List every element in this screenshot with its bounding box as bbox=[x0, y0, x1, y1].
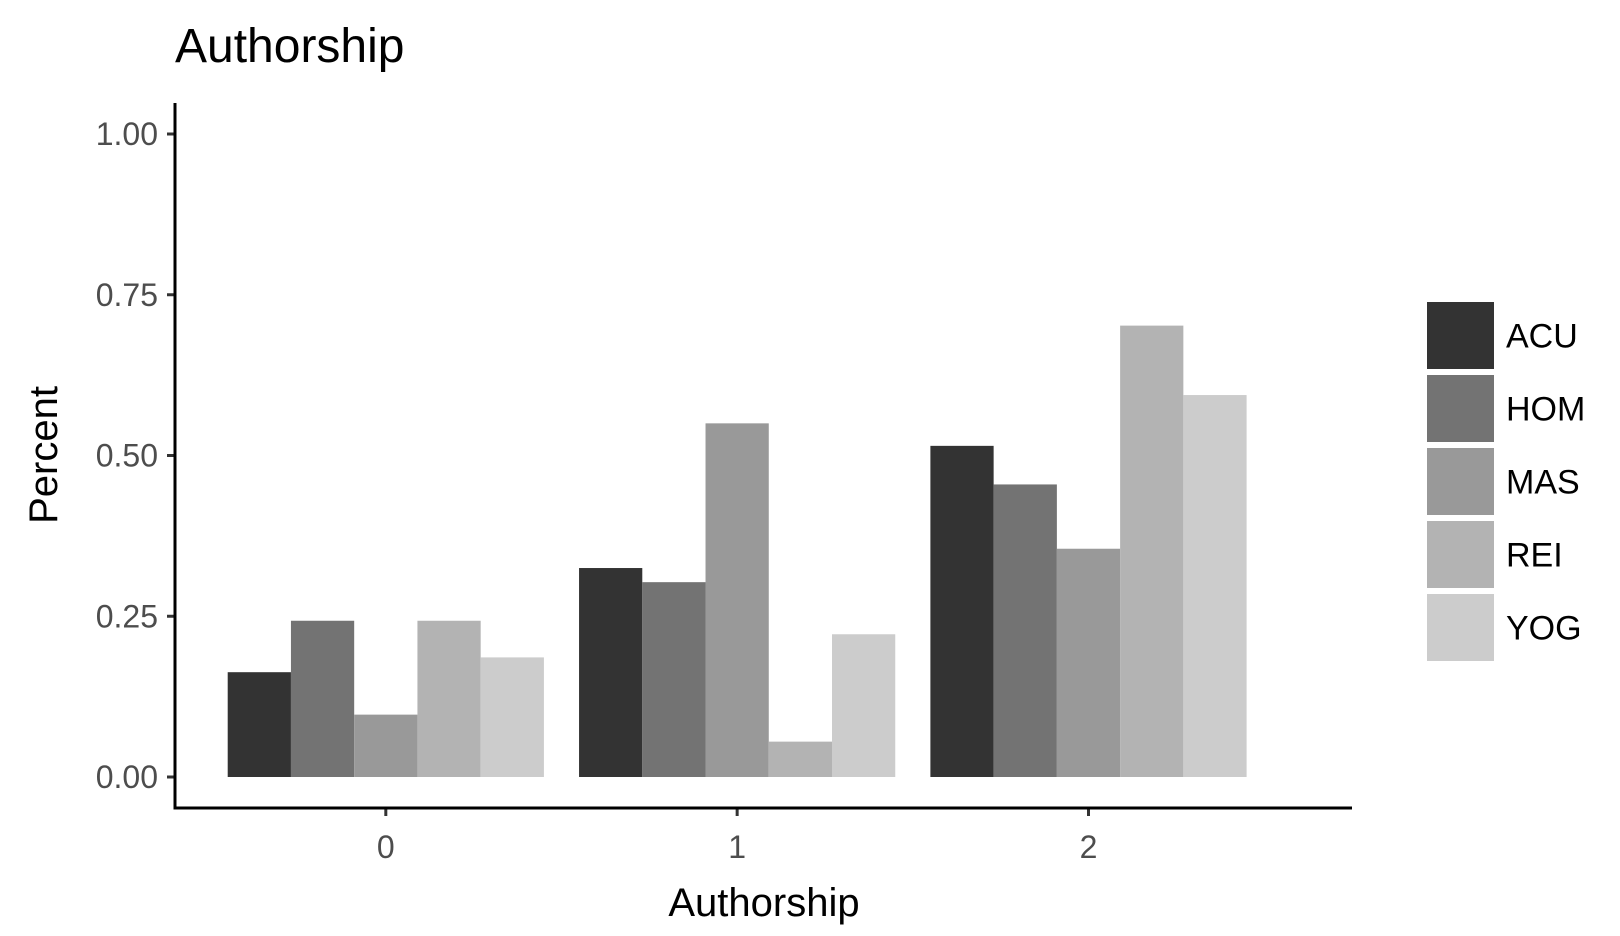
x-tick-label: 2 bbox=[1080, 829, 1098, 865]
legend-label-mas: MAS bbox=[1506, 464, 1580, 502]
y-axis-ticks: 0.00 0.25 0.50 0.75 1.00 bbox=[96, 116, 175, 795]
bar-acu-0 bbox=[227, 672, 291, 777]
y-tick-label: 0.75 bbox=[96, 277, 158, 313]
legend: ACU HOM MAS REI YOG bbox=[1427, 302, 1585, 661]
bar-mas-2 bbox=[1056, 548, 1121, 777]
x-tick-label: 0 bbox=[377, 829, 395, 865]
x-axis-title: Authorship bbox=[668, 881, 859, 925]
legend-swatch-acu bbox=[1427, 302, 1494, 369]
bar-mas-1 bbox=[705, 423, 769, 777]
legend-swatch-hom bbox=[1427, 375, 1494, 442]
legend-label-hom: HOM bbox=[1506, 391, 1585, 429]
bar-acu-2 bbox=[930, 445, 994, 777]
legend-label-yog: YOG bbox=[1506, 610, 1582, 648]
legend-swatch-rei bbox=[1427, 521, 1494, 588]
bar-mas-0 bbox=[354, 714, 418, 777]
x-tick-label: 1 bbox=[728, 829, 746, 865]
bar-rei-0 bbox=[417, 620, 481, 777]
bar-acu-1 bbox=[579, 568, 643, 777]
y-tick-label: 0.25 bbox=[96, 598, 158, 634]
bar-yog-2 bbox=[1183, 395, 1247, 777]
bar-hom-2 bbox=[993, 484, 1057, 777]
x-axis-ticks: 0 1 2 bbox=[377, 808, 1097, 865]
legend-swatch-yog bbox=[1427, 594, 1494, 661]
y-axis-title: Percent bbox=[22, 386, 66, 524]
bar-yog-1 bbox=[832, 634, 896, 777]
bar-hom-0 bbox=[290, 620, 355, 777]
chart-title: Authorship bbox=[175, 20, 404, 73]
legend-swatch-mas bbox=[1427, 448, 1494, 515]
bars bbox=[227, 325, 1247, 777]
y-tick-label: 1.00 bbox=[96, 116, 158, 152]
bar-yog-0 bbox=[480, 657, 544, 777]
y-tick-label: 0.00 bbox=[96, 759, 158, 795]
bar-rei-1 bbox=[768, 741, 833, 777]
legend-label-acu: ACU bbox=[1506, 318, 1578, 356]
legend-label-rei: REI bbox=[1506, 537, 1563, 575]
y-tick-label: 0.50 bbox=[96, 438, 158, 474]
bar-rei-2 bbox=[1120, 325, 1184, 777]
bar-hom-1 bbox=[642, 582, 706, 777]
